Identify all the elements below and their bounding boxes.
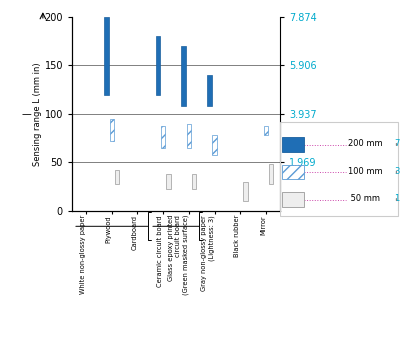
Text: 50 mm: 50 mm bbox=[348, 194, 383, 203]
Bar bbox=[186, 124, 191, 148]
Bar bbox=[282, 165, 304, 179]
Bar bbox=[156, 36, 160, 95]
Bar bbox=[166, 174, 170, 188]
Text: 3.937 in: 3.937 in bbox=[394, 167, 400, 175]
Bar bbox=[282, 137, 304, 152]
Bar bbox=[110, 119, 114, 141]
Bar bbox=[104, 17, 109, 95]
Bar bbox=[243, 182, 248, 201]
Text: 1.969 in: 1.969 in bbox=[394, 194, 400, 203]
Bar bbox=[192, 174, 196, 189]
Text: —: — bbox=[21, 109, 31, 119]
Text: 7.874 in: 7.874 in bbox=[394, 139, 400, 148]
Bar bbox=[182, 46, 186, 106]
Text: 100 mm: 100 mm bbox=[348, 167, 386, 175]
Bar bbox=[269, 164, 273, 184]
Text: 200 mm: 200 mm bbox=[348, 139, 386, 148]
Bar bbox=[212, 135, 217, 155]
Bar bbox=[207, 75, 212, 106]
Y-axis label: Sensing range L (mm in): Sensing range L (mm in) bbox=[33, 62, 42, 166]
Bar bbox=[264, 125, 268, 135]
Bar bbox=[161, 125, 166, 148]
Bar bbox=[282, 192, 304, 207]
Bar bbox=[115, 170, 119, 184]
